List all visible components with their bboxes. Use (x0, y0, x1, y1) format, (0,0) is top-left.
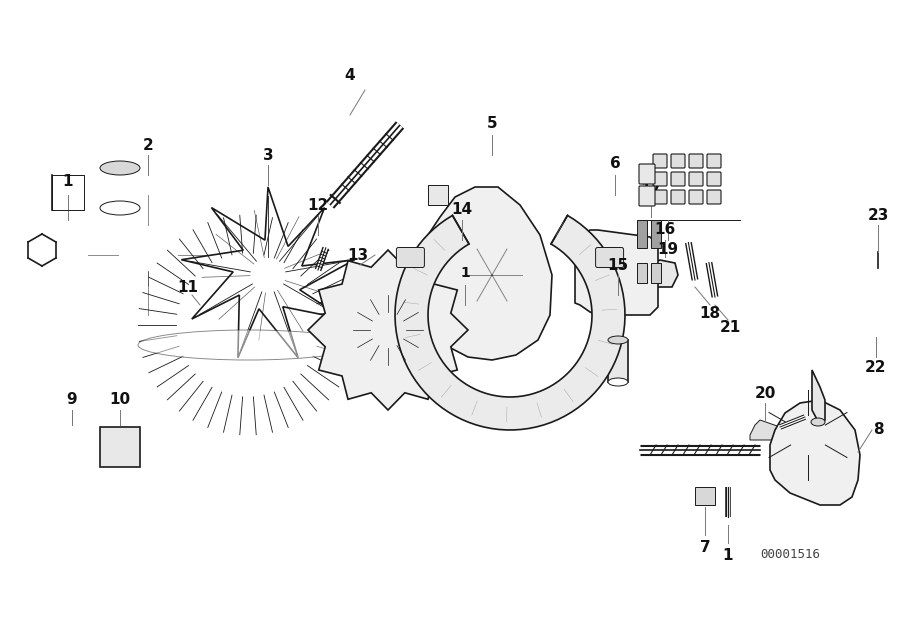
FancyBboxPatch shape (396, 248, 425, 267)
Text: 15: 15 (608, 258, 628, 272)
Text: 11: 11 (177, 279, 199, 295)
Text: 14: 14 (452, 203, 472, 218)
Polygon shape (100, 427, 140, 467)
FancyBboxPatch shape (653, 190, 667, 204)
Ellipse shape (100, 201, 140, 215)
FancyBboxPatch shape (671, 190, 685, 204)
Text: 6: 6 (609, 156, 620, 171)
Polygon shape (812, 370, 825, 425)
Ellipse shape (138, 330, 358, 360)
Text: 13: 13 (347, 248, 369, 262)
FancyBboxPatch shape (637, 263, 647, 283)
Ellipse shape (100, 161, 140, 175)
FancyBboxPatch shape (671, 154, 685, 168)
FancyBboxPatch shape (639, 186, 655, 206)
Ellipse shape (608, 378, 628, 386)
FancyBboxPatch shape (637, 220, 647, 248)
Polygon shape (395, 215, 625, 430)
Polygon shape (770, 400, 860, 505)
Polygon shape (181, 187, 355, 358)
Text: 00001516: 00001516 (760, 549, 820, 561)
Polygon shape (308, 250, 468, 410)
Text: 9: 9 (67, 392, 77, 408)
Text: 19: 19 (657, 243, 679, 258)
Text: 1: 1 (723, 547, 734, 563)
Text: 10: 10 (110, 392, 130, 408)
FancyBboxPatch shape (639, 164, 655, 184)
Ellipse shape (811, 418, 825, 426)
Text: 4: 4 (345, 67, 356, 83)
Polygon shape (428, 185, 448, 205)
Text: 5: 5 (487, 116, 498, 131)
FancyBboxPatch shape (651, 263, 661, 283)
FancyBboxPatch shape (707, 172, 721, 186)
FancyBboxPatch shape (596, 248, 624, 267)
FancyBboxPatch shape (671, 172, 685, 186)
Text: 8: 8 (873, 422, 883, 438)
FancyBboxPatch shape (689, 190, 703, 204)
Polygon shape (750, 420, 780, 440)
Text: 7: 7 (699, 540, 710, 554)
Polygon shape (575, 230, 658, 315)
Text: 2: 2 (142, 138, 153, 152)
Ellipse shape (608, 336, 628, 344)
FancyBboxPatch shape (689, 172, 703, 186)
Text: 18: 18 (699, 305, 721, 321)
FancyBboxPatch shape (653, 172, 667, 186)
Text: 21: 21 (719, 319, 741, 335)
Polygon shape (635, 260, 678, 287)
FancyBboxPatch shape (689, 154, 703, 168)
Text: 3: 3 (263, 147, 274, 163)
Polygon shape (608, 340, 628, 382)
Text: 23: 23 (868, 208, 888, 222)
Polygon shape (425, 187, 552, 360)
Text: 20: 20 (754, 385, 776, 401)
Text: 22: 22 (865, 359, 886, 375)
Polygon shape (695, 487, 715, 505)
Text: 1: 1 (460, 266, 470, 280)
FancyBboxPatch shape (707, 190, 721, 204)
Text: 17: 17 (641, 182, 662, 197)
Text: 12: 12 (308, 197, 328, 213)
Text: 16: 16 (654, 222, 676, 237)
Text: 1: 1 (63, 175, 73, 189)
FancyBboxPatch shape (651, 220, 661, 248)
FancyBboxPatch shape (707, 154, 721, 168)
FancyBboxPatch shape (653, 154, 667, 168)
